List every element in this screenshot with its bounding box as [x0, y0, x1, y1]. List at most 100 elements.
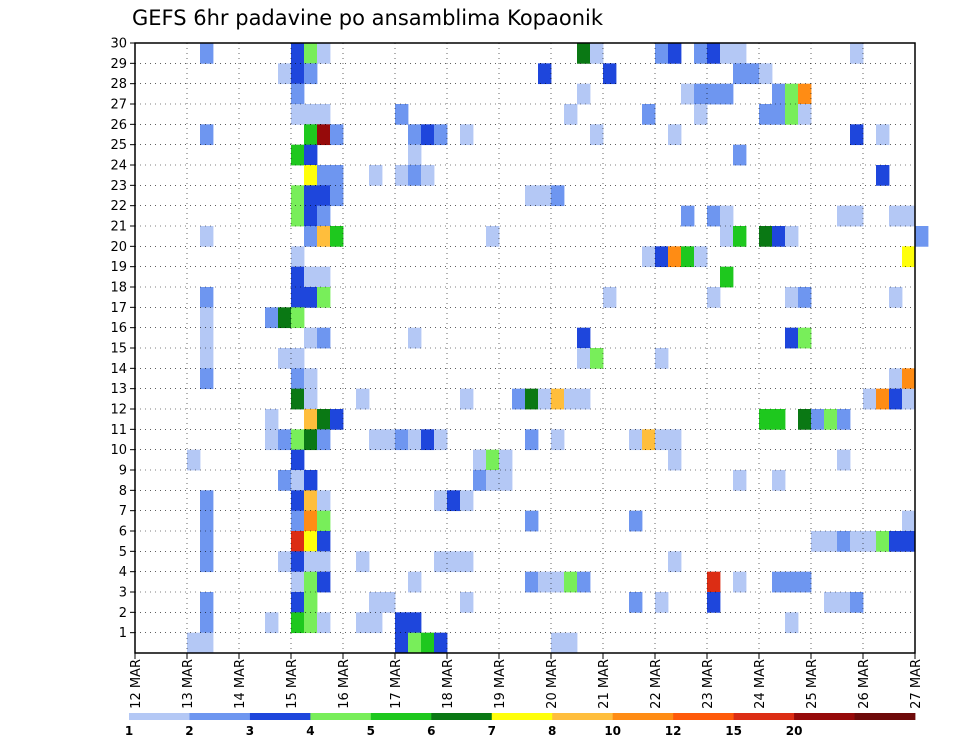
heatmap-cell	[460, 592, 474, 613]
heatmap-cell	[720, 226, 734, 247]
heatmap-cell	[317, 510, 331, 532]
heatmap-cell	[304, 327, 318, 349]
y-tick-label: 6	[119, 525, 127, 540]
heatmap-cell	[720, 83, 734, 105]
heatmap-cell	[590, 348, 604, 369]
x-tick-label: 20 MAR	[545, 659, 560, 709]
heatmap-cell	[304, 185, 318, 207]
heatmap-cell	[538, 571, 552, 593]
heatmap-cell	[798, 409, 812, 430]
heatmap-cell	[304, 144, 318, 166]
heatmap-cell	[408, 571, 422, 593]
heatmap-cell	[304, 531, 318, 552]
heatmap-cell	[278, 307, 292, 329]
heatmap-cell	[291, 388, 305, 410]
x-tick-label: 19 MAR	[493, 659, 508, 709]
heatmap-cell	[655, 429, 669, 451]
heatmap-cell	[590, 124, 604, 146]
heatmap-cell	[642, 246, 656, 268]
heatmap-cell	[876, 165, 890, 186]
heatmap-cell	[304, 592, 318, 613]
y-tick-label: 27	[110, 98, 127, 113]
heatmap-cell	[538, 388, 552, 410]
heatmap-cell	[291, 63, 305, 85]
y-tick-label: 11	[110, 423, 127, 438]
heatmap-cell	[577, 348, 591, 369]
heatmap-cell	[291, 429, 305, 451]
heatmap-cell	[551, 632, 565, 654]
heatmap-cell	[785, 83, 799, 105]
heatmap-cell	[746, 63, 760, 85]
heatmap-cell	[200, 551, 214, 573]
heatmap-cell	[772, 104, 786, 125]
heatmap-cell	[460, 388, 474, 410]
y-tick-label: 25	[110, 138, 127, 153]
heatmap-cell	[200, 348, 214, 369]
heatmap-cell	[382, 592, 396, 613]
heatmap-cell	[317, 226, 331, 247]
heatmap-cell	[395, 632, 409, 654]
heatmap-cell	[759, 104, 773, 125]
y-tick-label: 18	[110, 281, 127, 296]
heatmap-cell	[837, 531, 851, 552]
heatmap-cell	[317, 612, 331, 634]
heatmap-cell	[512, 388, 526, 410]
heatmap-cell	[473, 449, 487, 471]
heatmap-cell	[629, 592, 643, 613]
y-tick-label: 26	[110, 118, 127, 133]
heatmap-cell	[291, 571, 305, 593]
legend-label: 4	[306, 724, 314, 738]
heatmap-cell	[460, 490, 474, 512]
heatmap-cell	[668, 551, 682, 573]
heatmap-cell	[538, 185, 552, 207]
heatmap-cell	[850, 124, 864, 146]
y-tick-label: 9	[119, 464, 127, 479]
heatmap-cell	[369, 429, 383, 451]
legend-swatch	[189, 713, 251, 720]
heatmap-cell	[798, 287, 812, 308]
heatmap-cell	[577, 388, 591, 410]
legend-swatch	[552, 713, 614, 720]
heatmap-cell	[291, 612, 305, 634]
heatmap-cell	[850, 592, 864, 613]
heatmap-cell	[564, 571, 578, 593]
heatmap-cell	[473, 470, 487, 491]
legend-label: 7	[488, 724, 496, 738]
heatmap-cell	[317, 205, 331, 227]
heatmap-cell	[200, 510, 214, 532]
heatmap-cell	[291, 449, 305, 471]
heatmap-cell	[564, 388, 578, 410]
heatmap-cell	[629, 510, 643, 532]
heatmap-cell	[720, 205, 734, 227]
heatmap-cell	[291, 185, 305, 207]
legend-swatch	[129, 713, 190, 720]
heatmap-cell	[304, 388, 318, 410]
y-tick-label: 28	[110, 77, 127, 92]
heatmap-cell	[291, 104, 305, 125]
heatmap-cell	[408, 124, 422, 146]
heatmap-cell	[278, 470, 292, 491]
heatmap-cell	[525, 388, 539, 410]
heatmap-cell	[291, 551, 305, 573]
heatmap-cell	[291, 246, 305, 268]
heatmap-cell	[369, 592, 383, 613]
heatmap-cell	[317, 287, 331, 308]
heatmap-cell	[395, 429, 409, 451]
heatmap-cell	[408, 429, 422, 451]
y-tick-label: 4	[119, 565, 127, 580]
heatmap-cell	[265, 612, 279, 634]
legend-swatch	[249, 713, 311, 720]
heatmap-cell	[655, 348, 669, 369]
heatmap-cell	[291, 510, 305, 532]
heatmap-cell	[668, 124, 682, 146]
heatmap-cell	[317, 104, 331, 125]
heatmap-cell	[655, 592, 669, 613]
heatmap-cell	[330, 409, 344, 430]
y-tick-label: 24	[110, 159, 127, 174]
heatmap-cell	[902, 368, 916, 390]
heatmap-cell	[304, 571, 318, 593]
x-tick-label: 22 MAR	[649, 659, 664, 709]
legend-label: 10	[604, 724, 621, 738]
heatmap-cell	[421, 165, 435, 186]
heatmap-cell	[369, 612, 383, 634]
